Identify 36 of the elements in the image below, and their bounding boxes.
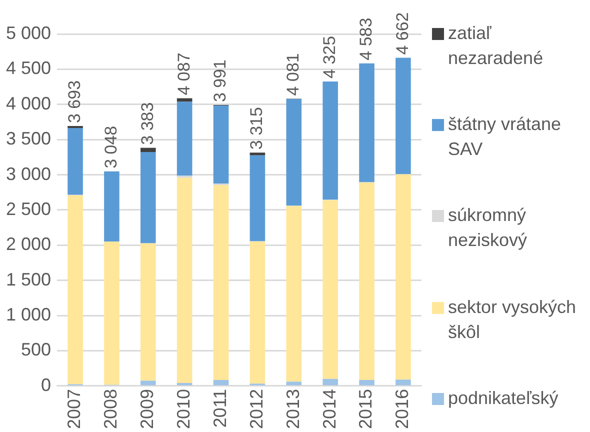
y-tick-label: 1 000	[6, 304, 52, 325]
x-tick-label: 2016	[392, 388, 412, 430]
x-tick-label: 2015	[356, 388, 376, 430]
total-label: 3 383	[138, 102, 157, 145]
total-label: 3 048	[101, 126, 120, 168]
legend-label: sektor vysokých škôl	[448, 296, 578, 344]
x-tick-label: 2009	[137, 388, 158, 430]
y-tick-label: 4 500	[6, 58, 52, 78]
total-label: 4 325	[320, 36, 340, 79]
legend-label: súkromný neziskový	[448, 204, 528, 252]
x-tick-label: 2013	[282, 388, 303, 430]
x-tick-label: 2010	[174, 388, 194, 430]
legend-label: podnikateľský	[448, 387, 558, 410]
total-label: 3 991	[210, 59, 230, 102]
x-tick-label: 2014	[319, 388, 340, 430]
total-label: 4 087	[174, 52, 194, 96]
x-tick-label: 2012	[246, 388, 266, 430]
y-tick-label: 1 500	[6, 269, 52, 290]
y-tick-label: 4 000	[6, 93, 52, 114]
y-tick-label: 2 500	[6, 198, 52, 219]
y-tick-label: 3 000	[6, 164, 52, 184]
legend-label: zatiaľ nezaradené	[448, 22, 544, 70]
y-tick-label: 2 000	[6, 234, 52, 254]
total-label: 4 081	[284, 53, 303, 96]
total-label: 3 693	[64, 80, 84, 123]
y-tick-label: 3 500	[6, 128, 52, 149]
total-label: 3 315	[247, 107, 266, 150]
y-tick-label: 5 000	[6, 22, 52, 43]
x-tick-label: 2011	[210, 388, 230, 428]
total-label: 4 662	[392, 12, 412, 55]
y-tick-label: 0	[41, 374, 52, 395]
x-tick-label: 2007	[64, 388, 84, 430]
total-label: 4 583	[356, 18, 376, 60]
legend-label: štátny vrátane SAV	[448, 113, 562, 162]
y-tick-label: 500	[20, 340, 52, 360]
x-tick-label: 2008	[100, 388, 121, 430]
